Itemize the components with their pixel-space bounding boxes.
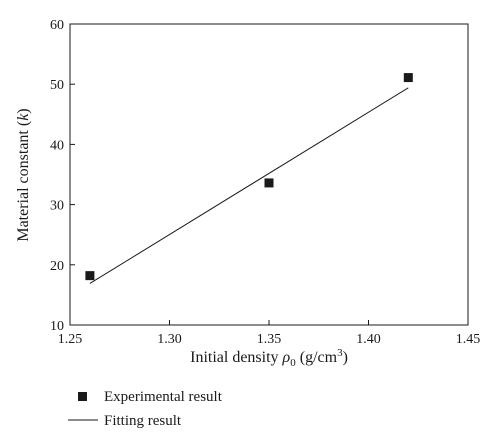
x-tick-label: 1.30 (157, 332, 182, 347)
y-axis-title-variable: k (15, 113, 32, 121)
x-axis-title-symbol: ρ (282, 349, 291, 366)
legend: Experimental result Fitting result (68, 389, 223, 429)
x-tick-label: 1.45 (456, 332, 481, 347)
x-tick-label: 1.40 (356, 332, 381, 347)
x-axis-title-unit-open: (g/cm (296, 349, 338, 366)
fit-line (89, 87, 409, 284)
x-axis-title: Initial density ρ0 (g/cm3) (190, 347, 348, 369)
x-tick-label: 1.35 (257, 332, 282, 347)
y-axis-title-prefix: Material constant ( (15, 121, 32, 242)
legend-label-experimental: Experimental result (104, 389, 223, 405)
x-axis-title-unit-close: ) (343, 349, 348, 366)
plot-frame (69, 23, 469, 326)
data-points (85, 73, 413, 281)
x-axis-title-prefix: Initial density (190, 349, 282, 366)
fit-line-group (89, 87, 409, 284)
y-tick-label: 60 (50, 18, 64, 33)
y-axis-title-suffix: ) (15, 108, 32, 113)
data-point (403, 73, 413, 83)
y-tick-label: 40 (50, 138, 64, 153)
y-tick-label: 20 (50, 259, 64, 274)
x-tick-label: 1.25 (58, 332, 83, 347)
y-tick-label: 10 (50, 319, 64, 334)
legend-label-fitting: Fitting result (104, 413, 182, 429)
x-axis-title-subscript: 0 (290, 357, 296, 369)
data-point (85, 271, 95, 281)
y-ticks: 10 20 30 40 50 60 (50, 18, 75, 334)
x-axis-title-unit-sup: 3 (337, 347, 343, 359)
y-axis-title: Material constant (k) (15, 108, 32, 241)
legend-marker-experimental (78, 392, 87, 401)
data-point (264, 178, 274, 188)
y-tick-label: 50 (50, 78, 64, 93)
y-tick-label: 30 (50, 199, 64, 214)
x-ticks: 1.25 1.30 1.35 1.40 1.45 (58, 320, 481, 347)
